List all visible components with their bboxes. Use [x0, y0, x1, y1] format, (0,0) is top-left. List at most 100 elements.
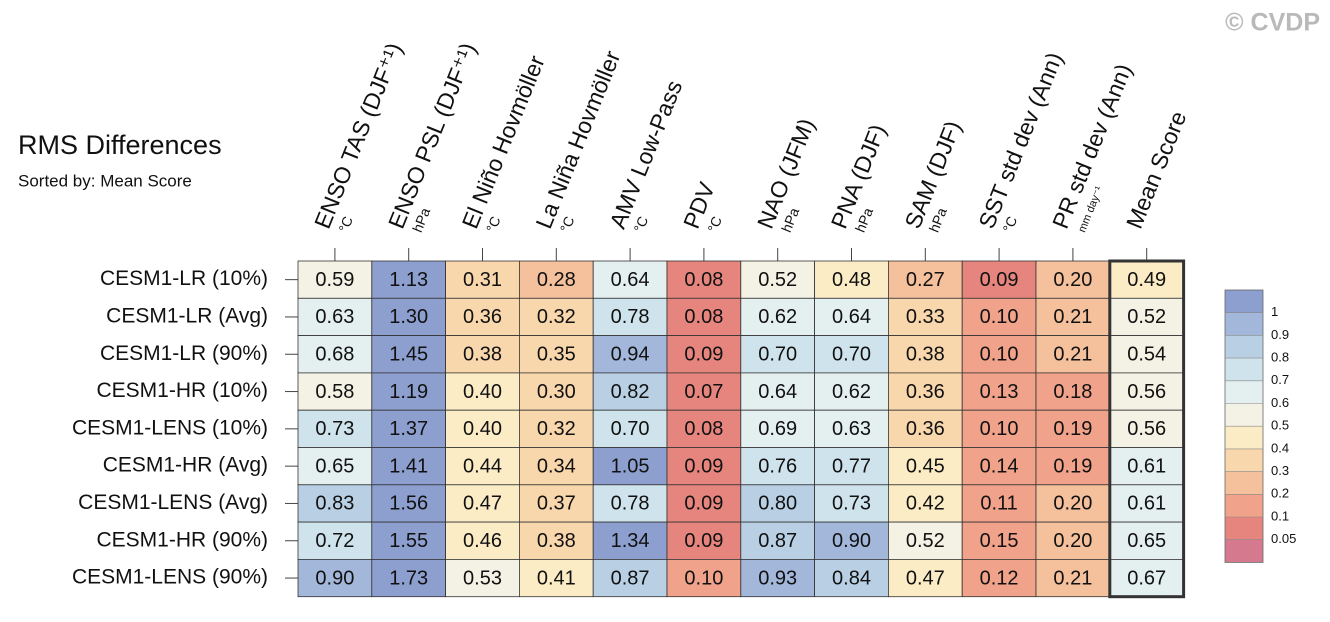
- cell-label: 0.68: [315, 344, 354, 366]
- colorbar-swatch: [1225, 517, 1263, 540]
- cell: [740, 409, 815, 448]
- cell: [666, 447, 742, 486]
- cell: [519, 260, 594, 299]
- cell: [961, 260, 1037, 299]
- column-header: El Niño Hovmöller: [457, 51, 550, 232]
- cell-label: 0.64: [611, 269, 650, 291]
- cell: [297, 409, 373, 448]
- cell-label: 0.94: [611, 344, 650, 366]
- cell: [297, 521, 373, 560]
- cell: [740, 260, 815, 299]
- cell: [371, 409, 446, 448]
- cell: [740, 335, 815, 374]
- colorbar-swatch: [1225, 448, 1263, 472]
- cell-label: 0.54: [1127, 344, 1166, 366]
- cell-label: 0.20: [1053, 530, 1092, 552]
- cell: [371, 335, 446, 374]
- cell-label: 0.15: [980, 530, 1019, 552]
- cell: [1035, 335, 1111, 374]
- cell-label: 0.32: [537, 418, 576, 440]
- cell-label: 0.63: [832, 418, 871, 440]
- colorbar-swatch: [1225, 539, 1263, 563]
- cell: [297, 260, 373, 299]
- cell-label: 0.36: [906, 381, 945, 403]
- cell-label: 0.20: [1053, 269, 1092, 291]
- row-label: CESM1-LENS (Avg): [78, 491, 268, 514]
- cell-label: 0.10: [980, 344, 1019, 366]
- cell-label: 0.47: [463, 493, 502, 515]
- cell-label: 0.08: [684, 269, 723, 291]
- colorbar-swatch: [1225, 494, 1263, 517]
- cell-label: 1.34: [611, 530, 650, 552]
- cell-label: 0.52: [1127, 306, 1166, 328]
- cell-label: 0.09: [684, 455, 723, 477]
- cell: [740, 372, 815, 411]
- cell-label: 0.90: [832, 530, 871, 552]
- colorbar-swatch: [1225, 312, 1263, 336]
- cell: [1035, 409, 1111, 448]
- cell: [888, 297, 963, 336]
- cell-label: 0.67: [1127, 567, 1166, 589]
- chart-subtitle: Sorted by: Mean Score: [18, 171, 192, 190]
- colorbar-label: 0.3: [1271, 463, 1289, 478]
- cell-label: 0.09: [684, 530, 723, 552]
- cell-label: 0.61: [1127, 455, 1166, 477]
- cell-label: 0.78: [611, 306, 650, 328]
- cell-label: 0.64: [832, 306, 871, 328]
- cell-label: 0.38: [463, 344, 502, 366]
- chart-title: RMS Differences: [18, 130, 222, 160]
- cell: [1035, 372, 1111, 411]
- colorbar-label: 0.5: [1271, 418, 1289, 433]
- cell-label: 0.10: [980, 418, 1019, 440]
- column-unit: °C: [557, 214, 578, 235]
- colorbar-swatch: [1225, 380, 1263, 404]
- column-unit: °C: [704, 214, 725, 235]
- cell-label: 0.21: [1053, 344, 1092, 366]
- cell-label: 0.87: [758, 530, 797, 552]
- cell-label: 1.56: [389, 493, 428, 515]
- cell: [740, 484, 815, 523]
- cell-label: 0.08: [684, 306, 723, 328]
- cell: [740, 297, 815, 336]
- cell-label: 0.53: [463, 567, 502, 589]
- cell-label: 0.10: [980, 306, 1019, 328]
- cell-label: 0.36: [906, 418, 945, 440]
- column-header: AMV Low-Pass: [604, 77, 687, 233]
- cell-label: 0.82: [611, 381, 650, 403]
- colorbar-label: 0.1: [1271, 508, 1289, 523]
- cell: [592, 335, 668, 374]
- watermark: © CVDP: [1225, 9, 1320, 37]
- colorbar-label: 0.9: [1271, 327, 1289, 342]
- cell-label: 0.36: [463, 306, 502, 328]
- cell-label: 0.07: [684, 381, 723, 403]
- cell-label: 0.56: [1127, 418, 1166, 440]
- cell-label: 0.49: [1127, 269, 1166, 291]
- cell: [961, 297, 1037, 336]
- colorbar-swatch: [1225, 471, 1263, 495]
- colorbar-swatch: [1225, 290, 1263, 313]
- cell-label: 0.44: [463, 455, 502, 477]
- cell-label: 1.37: [389, 418, 428, 440]
- cell-label: 0.64: [758, 381, 797, 403]
- cell-label: 0.73: [315, 418, 354, 440]
- cell-label: 0.52: [906, 530, 945, 552]
- cell: [888, 447, 963, 486]
- cell: [592, 521, 668, 560]
- cell: [666, 409, 742, 448]
- cell: [297, 484, 373, 523]
- cell-label: 0.14: [980, 455, 1019, 477]
- cell: [740, 447, 815, 486]
- cell: [445, 372, 520, 411]
- cell-label: 1.13: [389, 269, 428, 291]
- cell-label: 0.40: [463, 418, 502, 440]
- cell: [592, 447, 668, 486]
- cell-label: 0.70: [832, 344, 871, 366]
- cell-label: 0.61: [1127, 493, 1166, 515]
- colorbar-label: 1: [1271, 304, 1278, 319]
- cell: [1035, 297, 1111, 336]
- cell-label: 0.33: [906, 306, 945, 328]
- cell-label: 0.35: [537, 344, 576, 366]
- cell: [961, 409, 1037, 448]
- cell: [519, 447, 594, 486]
- cell: [814, 521, 889, 560]
